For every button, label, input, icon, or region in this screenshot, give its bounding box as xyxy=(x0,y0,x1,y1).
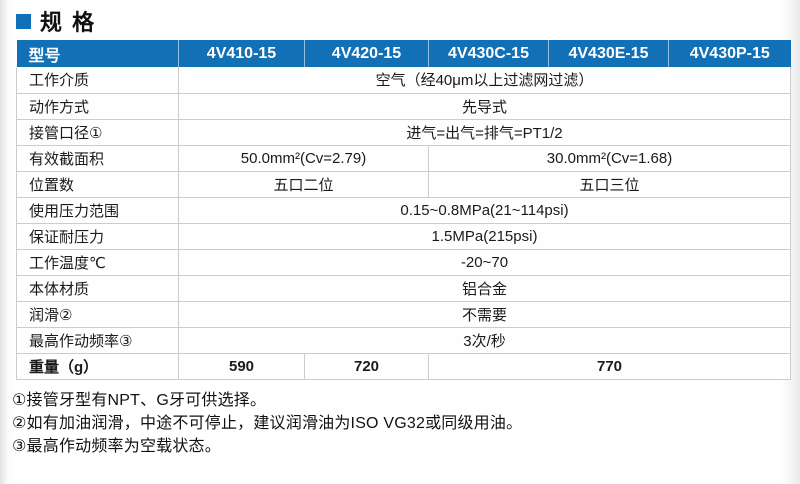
row-label: 工作介质 xyxy=(16,67,179,94)
row-label: 接管口径① xyxy=(16,119,179,146)
footnote-3: ③最高作动频率为空载状态。 xyxy=(12,437,221,455)
spec-value: -20~70 xyxy=(178,249,791,276)
spec-value: 30.0mm²(Cv=1.68) xyxy=(428,145,791,172)
table-row: 工作温度℃ -20~70 xyxy=(16,249,791,276)
footnote-1: ①接管牙型有NPT、G牙可供选择。 xyxy=(12,391,267,409)
spec-value: 五口二位 xyxy=(178,171,429,198)
header-row: 型号 4V410-15 4V420-15 4V430C-15 4V430E-15… xyxy=(16,40,791,67)
table-row: 重量（g） 590 720 770 xyxy=(16,353,791,380)
spec-value: 铝合金 xyxy=(178,275,791,302)
spec-value: 进气=出气=排气=PT1/2 xyxy=(178,119,791,146)
spec-value: 720 xyxy=(304,353,429,380)
spec-value: 50.0mm²(Cv=2.79) xyxy=(178,145,429,172)
footnotes: ①接管牙型有NPT、G牙可供选择。 ②如有加油润滑，中途不可停止，建议润滑油为I… xyxy=(12,389,800,458)
table-row: 本体材质 铝合金 xyxy=(16,275,791,302)
row-label: 位置数 xyxy=(16,171,179,198)
header-label: 型号 xyxy=(16,40,179,67)
table-row: 工作介质 空气（经40μm以上过滤网过滤） xyxy=(16,67,791,94)
header-model-1: 4V410-15 xyxy=(178,40,305,67)
header-model-3: 4V430C-15 xyxy=(428,40,549,67)
row-label: 重量（g） xyxy=(16,353,179,380)
row-label: 保证耐压力 xyxy=(16,223,179,250)
table-row: 动作方式 先导式 xyxy=(16,93,791,120)
footnote-2: ②如有加油润滑，中途不可停止，建议润滑油为ISO VG32或同级用油。 xyxy=(12,414,523,432)
spec-page: 规 格 型号 4V410-15 4V420-15 4V430C-15 4V430… xyxy=(12,6,800,458)
row-label: 工作温度℃ xyxy=(16,249,179,276)
row-label: 使用压力范围 xyxy=(16,197,179,224)
row-label: 有效截面积 xyxy=(16,145,179,172)
section-title-text: 规 格 xyxy=(40,10,97,35)
section-title: 规 格 xyxy=(16,6,800,36)
table-row: 保证耐压力 1.5MPa(215psi) xyxy=(16,223,791,250)
table-row: 使用压力范围 0.15~0.8MPa(21~114psi) xyxy=(16,197,791,224)
spec-value: 3次/秒 xyxy=(178,327,791,354)
spec-table-body: 工作介质 空气（经40μm以上过滤网过滤） 动作方式 先导式 接管口径① 进气=出气=排气… xyxy=(16,67,791,380)
header-model-5: 4V430P-15 xyxy=(668,40,791,67)
spec-value: 不需要 xyxy=(178,301,791,328)
spec-value: 590 xyxy=(178,353,305,380)
spec-value: 五口三位 xyxy=(428,171,791,198)
spec-value: 先导式 xyxy=(178,93,791,120)
table-row: 有效截面积 50.0mm²(Cv=2.79) 30.0mm²(Cv=1.68) xyxy=(16,145,791,172)
title-square-icon xyxy=(16,14,31,29)
header-model-4: 4V430E-15 xyxy=(548,40,669,67)
spec-value: 770 xyxy=(428,353,791,380)
table-row: 润滑② 不需要 xyxy=(16,301,791,328)
header-model-2: 4V420-15 xyxy=(304,40,429,67)
spec-table: 型号 4V410-15 4V420-15 4V430C-15 4V430E-15… xyxy=(16,40,791,380)
table-row: 位置数 五口二位 五口三位 xyxy=(16,171,791,198)
table-row: 最高作动频率③ 3次/秒 xyxy=(16,327,791,354)
spec-value: 0.15~0.8MPa(21~114psi) xyxy=(178,197,791,224)
row-label: 最高作动频率③ xyxy=(16,327,179,354)
row-label: 动作方式 xyxy=(16,93,179,120)
spec-value: 1.5MPa(215psi) xyxy=(178,223,791,250)
row-label: 润滑② xyxy=(16,301,179,328)
row-label: 本体材质 xyxy=(16,275,179,302)
spec-value: 空气（经40μm以上过滤网过滤） xyxy=(178,67,791,94)
table-row: 接管口径① 进气=出气=排气=PT1/2 xyxy=(16,119,791,146)
